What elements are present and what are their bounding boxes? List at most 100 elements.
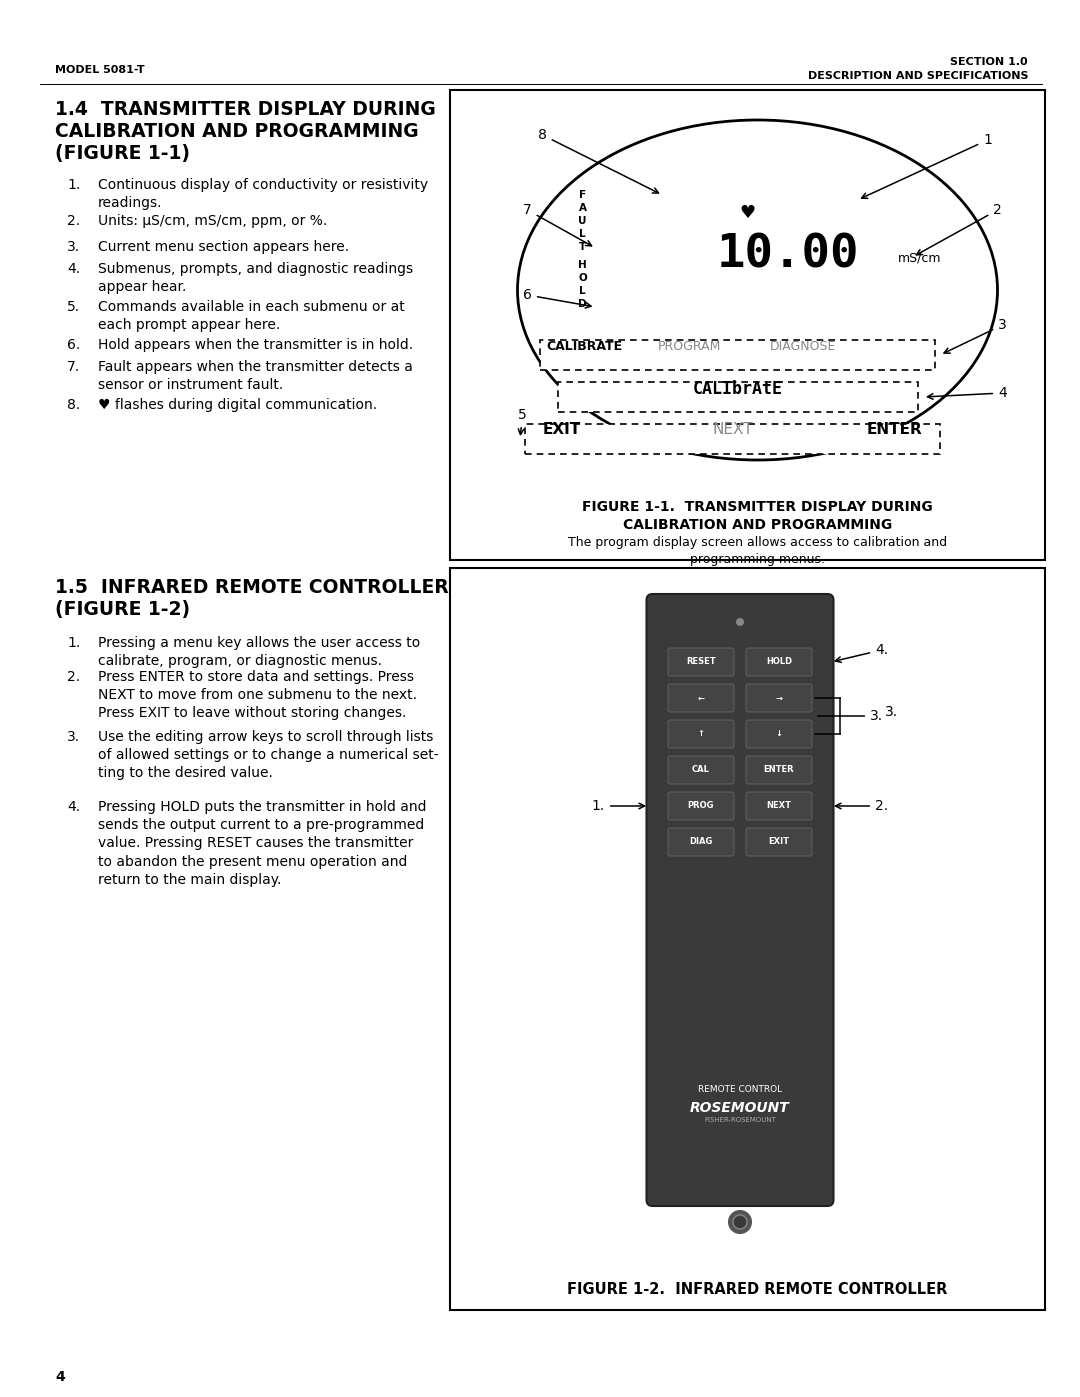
Text: 4: 4 bbox=[928, 386, 1007, 400]
Text: 6.: 6. bbox=[67, 338, 80, 352]
Text: 8.: 8. bbox=[67, 398, 80, 412]
Text: 4.: 4. bbox=[835, 643, 888, 662]
Text: →: → bbox=[775, 693, 783, 703]
Text: ♥ flashes during digital communication.: ♥ flashes during digital communication. bbox=[98, 398, 377, 412]
Text: CALIbrAtE: CALIbrAtE bbox=[693, 380, 783, 398]
Text: ↑: ↑ bbox=[698, 729, 704, 739]
Circle shape bbox=[733, 1215, 747, 1229]
Circle shape bbox=[729, 1211, 751, 1234]
FancyBboxPatch shape bbox=[669, 719, 734, 747]
FancyBboxPatch shape bbox=[669, 685, 734, 712]
Text: 2.: 2. bbox=[836, 799, 888, 813]
Text: 1.5  INFRARED REMOTE CONTROLLER: 1.5 INFRARED REMOTE CONTROLLER bbox=[55, 578, 449, 597]
Text: H: H bbox=[578, 260, 586, 270]
Text: CAL: CAL bbox=[692, 766, 710, 774]
Text: U: U bbox=[578, 217, 586, 226]
Text: 1.4  TRANSMITTER DISPLAY DURING: 1.4 TRANSMITTER DISPLAY DURING bbox=[55, 101, 435, 119]
Text: A: A bbox=[579, 203, 586, 212]
Text: Hold appears when the transmitter is in hold.: Hold appears when the transmitter is in … bbox=[98, 338, 414, 352]
Bar bbox=[558, 381, 918, 412]
Text: NEXT: NEXT bbox=[767, 802, 792, 810]
Text: 1: 1 bbox=[862, 133, 991, 198]
Text: Commands available in each submenu or at
each prompt appear here.: Commands available in each submenu or at… bbox=[98, 300, 405, 332]
FancyBboxPatch shape bbox=[669, 792, 734, 820]
Text: 2: 2 bbox=[917, 203, 1002, 254]
Bar bbox=[450, 569, 1045, 1310]
Text: EXIT: EXIT bbox=[769, 837, 789, 847]
FancyBboxPatch shape bbox=[746, 648, 812, 676]
Text: F: F bbox=[579, 190, 586, 200]
Text: 5: 5 bbox=[518, 408, 527, 434]
Text: ←: ← bbox=[698, 693, 704, 703]
Text: 10.00: 10.00 bbox=[716, 232, 859, 278]
Text: DIAGNOSE: DIAGNOSE bbox=[770, 339, 836, 352]
Text: REMOTE CONTROL: REMOTE CONTROL bbox=[698, 1085, 782, 1094]
Text: 5.: 5. bbox=[67, 300, 80, 314]
Text: 4.: 4. bbox=[67, 263, 80, 277]
Text: ♥: ♥ bbox=[740, 204, 756, 222]
Text: CALIBRATE: CALIBRATE bbox=[546, 339, 622, 352]
Text: T: T bbox=[579, 242, 586, 251]
Text: D: D bbox=[578, 299, 586, 309]
FancyBboxPatch shape bbox=[746, 828, 812, 856]
Text: Continuous display of conductivity or resistivity
readings.: Continuous display of conductivity or re… bbox=[98, 177, 428, 210]
Text: Use the editing arrow keys to scroll through lists
of allowed settings or to cha: Use the editing arrow keys to scroll thr… bbox=[98, 731, 438, 781]
Text: L: L bbox=[579, 229, 585, 239]
FancyBboxPatch shape bbox=[669, 756, 734, 784]
Text: ENTER: ENTER bbox=[764, 766, 794, 774]
Text: mS/cm: mS/cm bbox=[897, 251, 941, 264]
Circle shape bbox=[735, 617, 744, 626]
FancyBboxPatch shape bbox=[669, 648, 734, 676]
Text: 8: 8 bbox=[538, 129, 659, 193]
FancyBboxPatch shape bbox=[746, 756, 812, 784]
Text: ROSEMOUNT: ROSEMOUNT bbox=[690, 1101, 789, 1115]
Text: 6: 6 bbox=[523, 288, 591, 307]
Text: FISHER-ROSEMOUNT: FISHER-ROSEMOUNT bbox=[704, 1118, 775, 1123]
FancyBboxPatch shape bbox=[669, 828, 734, 856]
FancyBboxPatch shape bbox=[647, 594, 834, 1206]
Text: 4: 4 bbox=[55, 1370, 65, 1384]
Text: 3.: 3. bbox=[885, 705, 899, 719]
Text: FIGURE 1-2.  INFRARED REMOTE CONTROLLER: FIGURE 1-2. INFRARED REMOTE CONTROLLER bbox=[567, 1282, 947, 1296]
Text: ENTER: ENTER bbox=[866, 422, 922, 437]
Text: 7.: 7. bbox=[67, 360, 80, 374]
Text: O: O bbox=[578, 272, 586, 284]
Text: ↓: ↓ bbox=[775, 729, 783, 739]
Bar bbox=[540, 339, 935, 370]
Text: The program display screen allows access to calibration and
programming menus.: The program display screen allows access… bbox=[568, 536, 947, 566]
Text: RESET: RESET bbox=[686, 658, 716, 666]
Text: 1.: 1. bbox=[67, 636, 80, 650]
Text: DIAG: DIAG bbox=[689, 837, 713, 847]
Text: Pressing a menu key allows the user access to
calibrate, program, or diagnostic : Pressing a menu key allows the user acce… bbox=[98, 636, 420, 668]
Text: MODEL 5081-T: MODEL 5081-T bbox=[55, 66, 145, 75]
Text: Press ENTER to store data and settings. Press
NEXT to move from one submenu to t: Press ENTER to store data and settings. … bbox=[98, 671, 417, 721]
Bar bbox=[525, 425, 940, 454]
Text: Fault appears when the transmitter detects a
sensor or instrument fault.: Fault appears when the transmitter detec… bbox=[98, 360, 413, 393]
Text: 1.: 1. bbox=[67, 177, 80, 191]
Text: Submenus, prompts, and diagnostic readings
appear hear.: Submenus, prompts, and diagnostic readin… bbox=[98, 263, 414, 295]
Text: PROGRAM: PROGRAM bbox=[658, 339, 721, 352]
Text: 7: 7 bbox=[523, 203, 592, 246]
Text: DESCRIPTION AND SPECIFICATIONS: DESCRIPTION AND SPECIFICATIONS bbox=[808, 71, 1028, 81]
Text: 3.: 3. bbox=[67, 731, 80, 745]
Text: 2.: 2. bbox=[67, 671, 80, 685]
Text: (FIGURE 1-2): (FIGURE 1-2) bbox=[55, 599, 190, 619]
Text: (FIGURE 1-1): (FIGURE 1-1) bbox=[55, 144, 190, 163]
Text: FIGURE 1-1.  TRANSMITTER DISPLAY DURING
CALIBRATION AND PROGRAMMING: FIGURE 1-1. TRANSMITTER DISPLAY DURING C… bbox=[582, 500, 933, 532]
Text: EXIT: EXIT bbox=[543, 422, 581, 437]
FancyBboxPatch shape bbox=[746, 719, 812, 747]
Text: Current menu section appears here.: Current menu section appears here. bbox=[98, 240, 349, 254]
Text: 3.: 3. bbox=[818, 710, 883, 724]
Ellipse shape bbox=[517, 120, 998, 460]
FancyBboxPatch shape bbox=[746, 685, 812, 712]
Text: CALIBRATION AND PROGRAMMING: CALIBRATION AND PROGRAMMING bbox=[55, 122, 419, 141]
Text: SECTION 1.0: SECTION 1.0 bbox=[950, 57, 1028, 67]
Text: NEXT: NEXT bbox=[712, 422, 753, 437]
Text: L: L bbox=[579, 286, 585, 296]
Text: Pressing HOLD puts the transmitter in hold and
sends the output current to a pre: Pressing HOLD puts the transmitter in ho… bbox=[98, 800, 427, 887]
Text: 3: 3 bbox=[944, 319, 1007, 353]
Text: HOLD: HOLD bbox=[766, 658, 792, 666]
Text: PROG: PROG bbox=[688, 802, 714, 810]
Text: Units: µS/cm, mS/cm, ppm, or %.: Units: µS/cm, mS/cm, ppm, or %. bbox=[98, 214, 327, 228]
Text: 1.: 1. bbox=[592, 799, 645, 813]
